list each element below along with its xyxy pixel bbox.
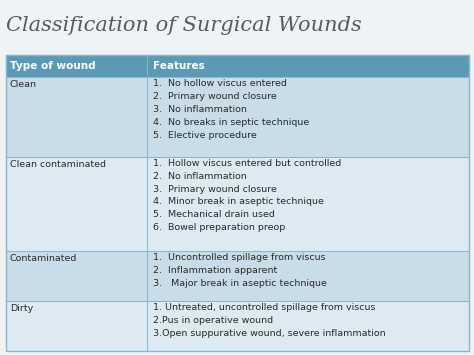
FancyBboxPatch shape xyxy=(6,55,469,77)
Text: Contaminated: Contaminated xyxy=(10,254,77,263)
FancyBboxPatch shape xyxy=(6,301,469,351)
FancyBboxPatch shape xyxy=(6,251,469,301)
Text: Clean contaminated: Clean contaminated xyxy=(10,160,106,169)
Text: Type of wound: Type of wound xyxy=(10,61,96,71)
Text: 1.  Hollow viscus entered but controlled
2.  No inflammation
3.  Primary wound c: 1. Hollow viscus entered but controlled … xyxy=(153,159,341,232)
Text: 1.  Uncontrolled spillage from viscus
2.  Inflammation apparent
3.   Major break: 1. Uncontrolled spillage from viscus 2. … xyxy=(153,253,327,288)
FancyBboxPatch shape xyxy=(6,77,469,157)
Text: Clean: Clean xyxy=(10,80,37,89)
Text: Dirty: Dirty xyxy=(10,304,33,313)
Text: 1. Untreated, uncontrolled spillage from viscus
2.Pus in operative wound
3.Open : 1. Untreated, uncontrolled spillage from… xyxy=(153,304,386,338)
FancyBboxPatch shape xyxy=(6,157,469,251)
Text: Features: Features xyxy=(153,61,205,71)
Text: Classification of Surgical Wounds: Classification of Surgical Wounds xyxy=(6,16,362,35)
Text: 1.  No hollow viscus entered
2.  Primary wound closure
3.  No inflammation
4.  N: 1. No hollow viscus entered 2. Primary w… xyxy=(153,79,310,140)
